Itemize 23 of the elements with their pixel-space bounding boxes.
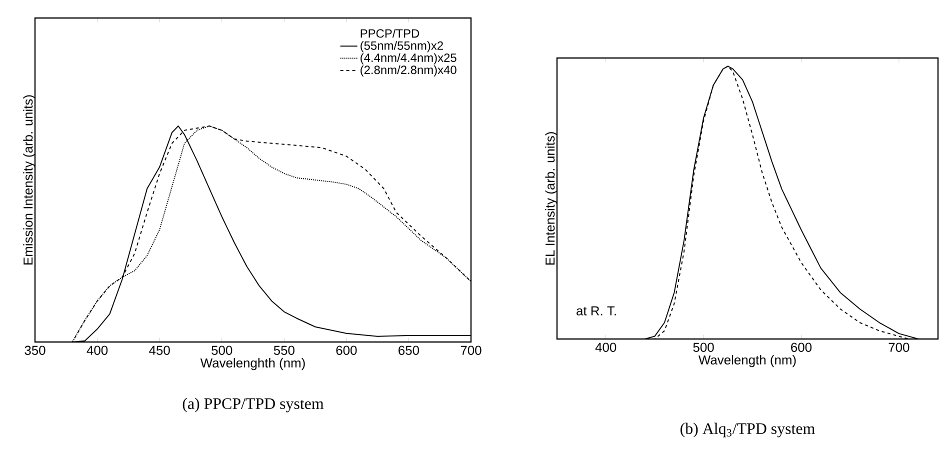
x-tick-label: 400 bbox=[595, 342, 616, 352]
x-axis-title: Wavelength (nm) bbox=[698, 355, 796, 368]
x-tick-label: 450 bbox=[149, 346, 170, 355]
legend-label: (4.4nm/4.4nm)x25 bbox=[360, 53, 456, 64]
y-axis-title: Emission Intensity (arb. units) bbox=[23, 95, 36, 264]
x-axis-title: Wavelenghth (nm) bbox=[200, 358, 305, 370]
legend-title: PPCP/TPD bbox=[360, 28, 420, 38]
x-tick-label: 700 bbox=[460, 346, 482, 355]
x-tick-label: 700 bbox=[888, 342, 910, 352]
annotation: at R. T. bbox=[576, 306, 616, 316]
text: (a) PPCP/TPD system bbox=[182, 398, 324, 412]
x-tick-label: 500 bbox=[693, 342, 714, 352]
x-tick-label: 600 bbox=[791, 342, 812, 352]
x-tick-label: 650 bbox=[398, 346, 420, 355]
x-tick-label: 500 bbox=[212, 346, 232, 355]
x-tick-label: 600 bbox=[336, 346, 357, 355]
legend-label: (55nm/55nm)x2 bbox=[360, 41, 443, 52]
legend-label: (2.8nm/2.8nm)x40 bbox=[360, 65, 456, 76]
x-tick-label: 550 bbox=[274, 346, 294, 355]
text: (b) Alq$_{3}$/TPD system bbox=[680, 422, 815, 438]
y-axis-title: EL Intensity (arb. units) bbox=[545, 132, 558, 265]
x-tick-label: 350 bbox=[24, 346, 46, 355]
x-tick-label: 400 bbox=[86, 346, 108, 355]
